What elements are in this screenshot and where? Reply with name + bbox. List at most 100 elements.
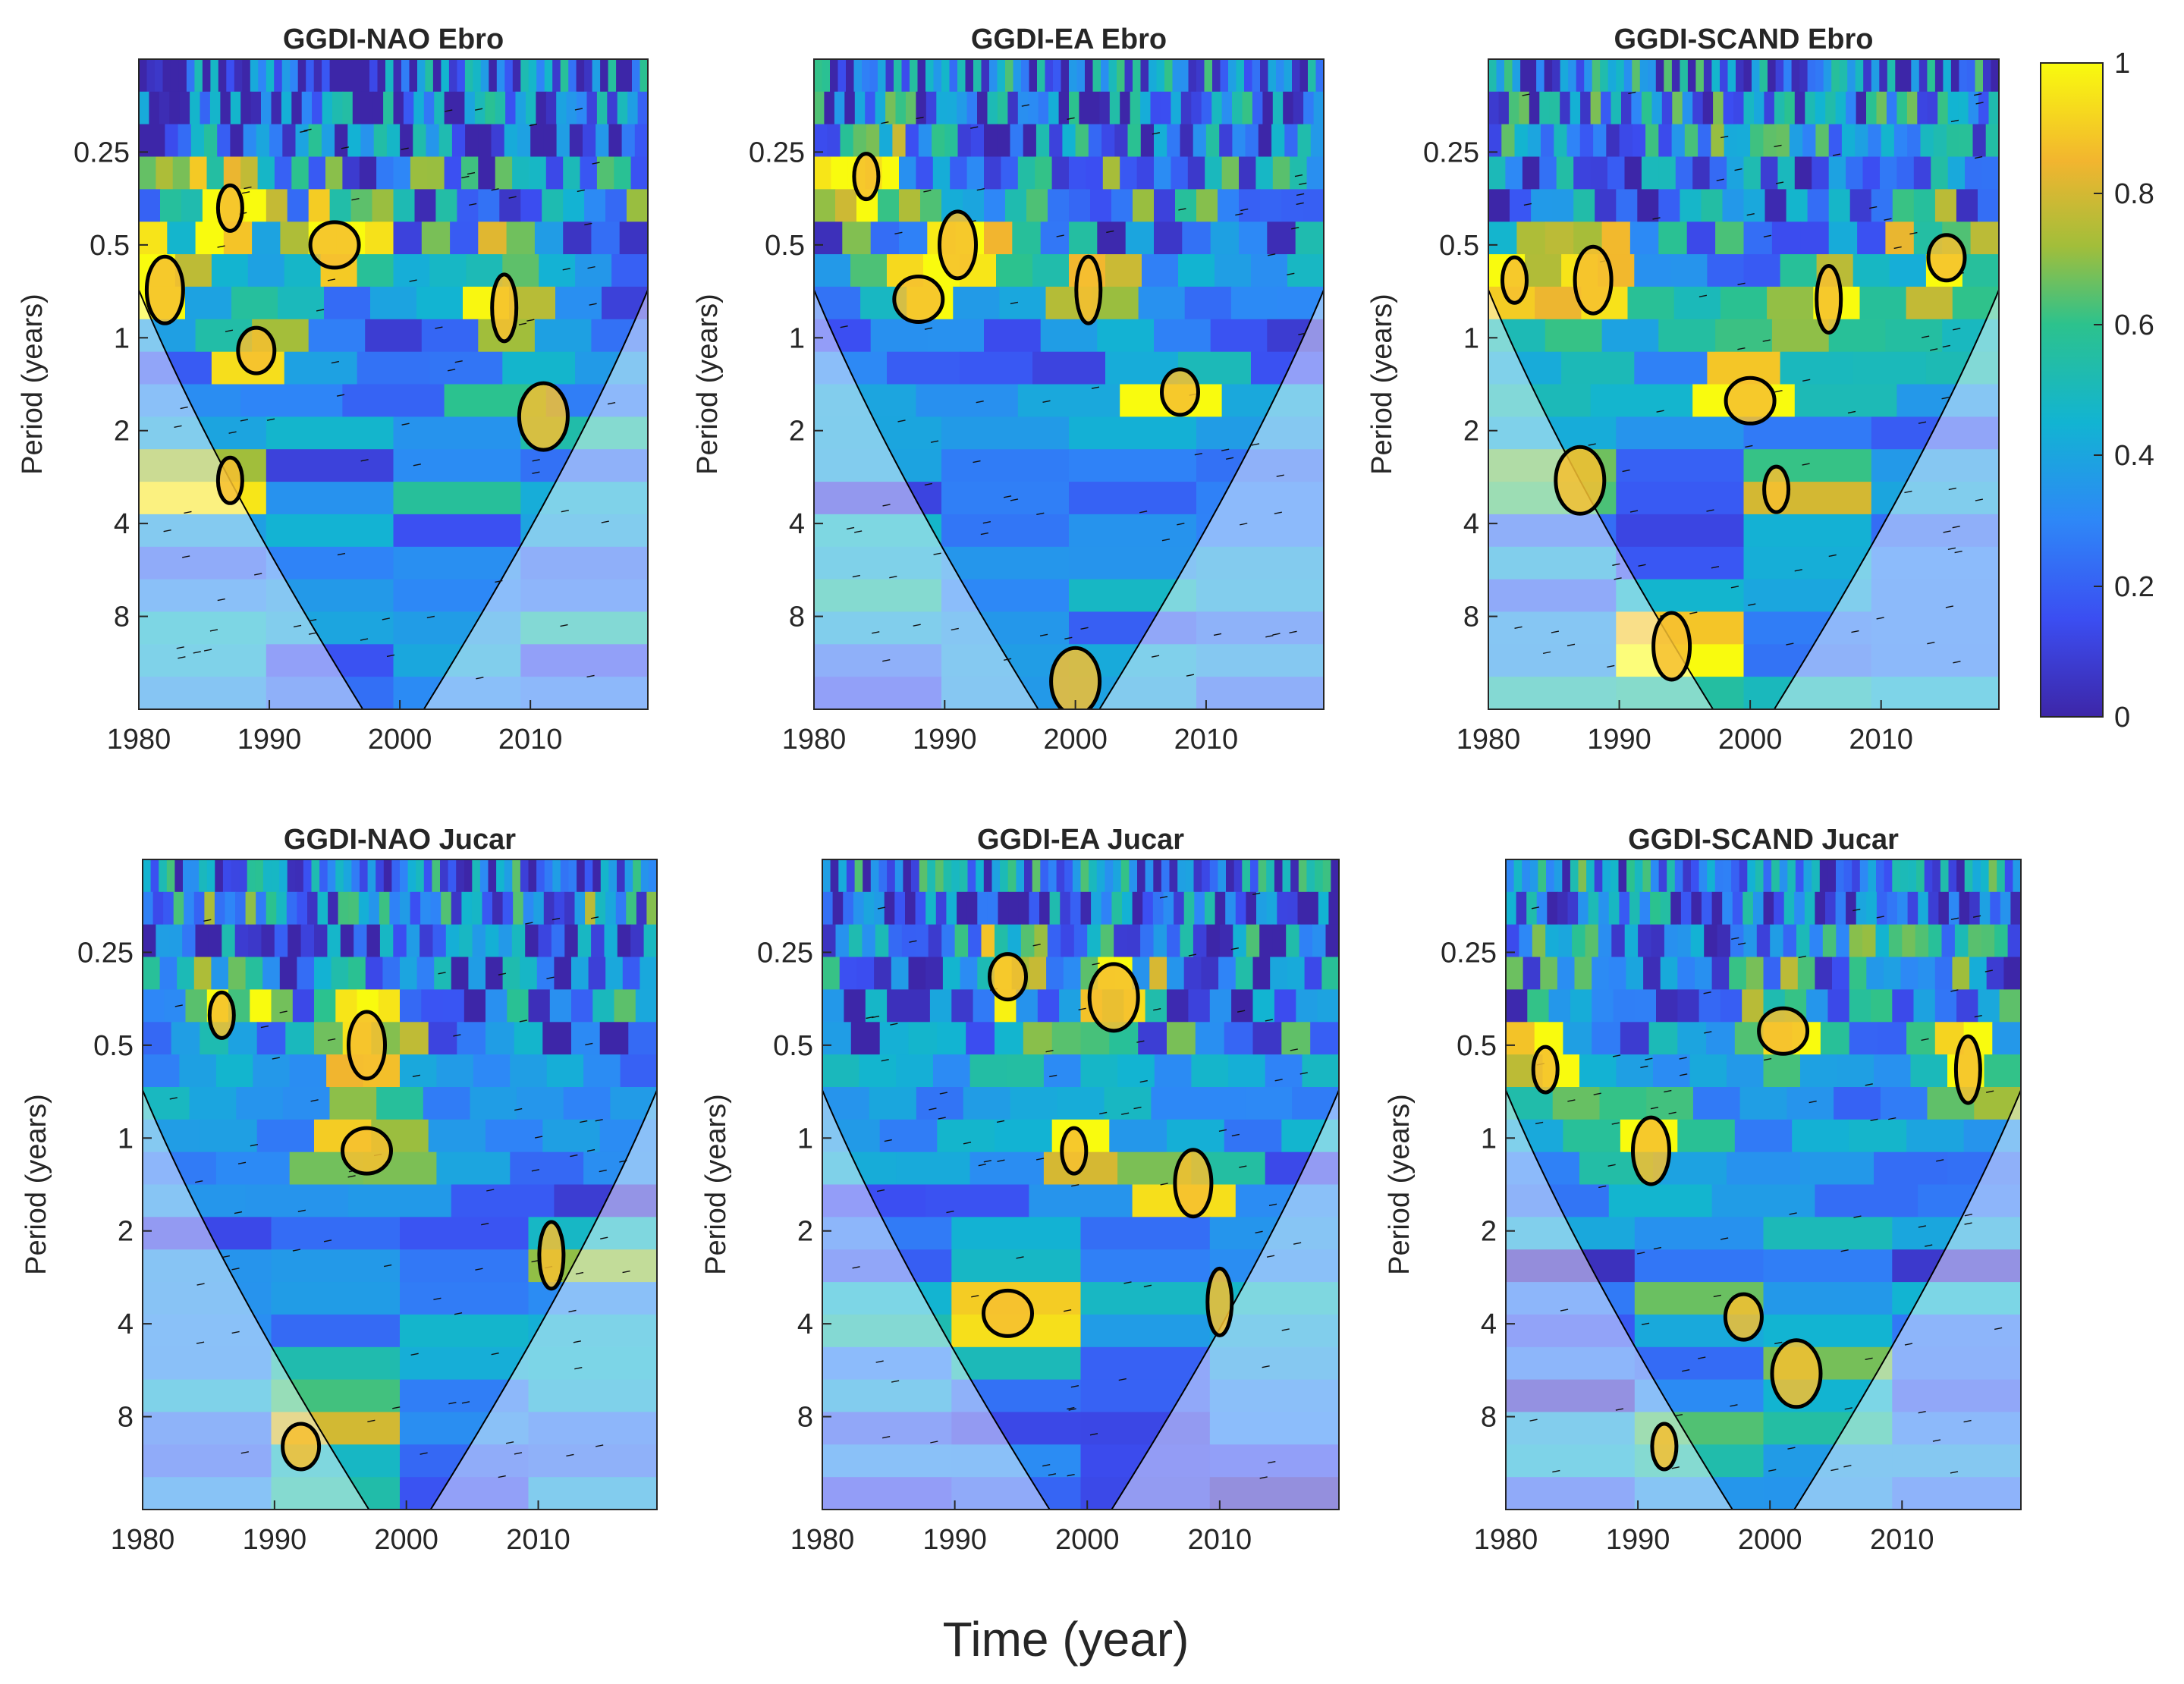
- phase-arrow: [203, 649, 212, 652]
- phase-arrow: [973, 460, 981, 463]
- heatmap-cell: [1183, 891, 1196, 925]
- phase-arrow: [1611, 1122, 1620, 1125]
- heatmap-cell: [1711, 957, 1730, 991]
- heatmap-cell: [1037, 989, 1060, 1023]
- heatmap-cell: [1108, 59, 1117, 93]
- heatmap-cell: [1690, 924, 1705, 958]
- heatmap-cell: [869, 59, 878, 93]
- heatmap-cell: [916, 156, 934, 190]
- heatmap-cell: [1593, 124, 1607, 158]
- phase-arrow: [1652, 217, 1661, 220]
- heatmap-cell: [1815, 91, 1826, 125]
- phase-arrow: [1950, 917, 1959, 920]
- heatmap-cell: [420, 891, 432, 925]
- phase-arrow: [595, 1444, 604, 1447]
- heatmap-cell: [512, 156, 530, 190]
- phase-arrow: [1067, 117, 1075, 121]
- heatmap-cell: [1506, 989, 1529, 1023]
- heatmap-cell: [1698, 124, 1712, 158]
- phase-arrow: [178, 656, 186, 659]
- heatmap-cell: [1847, 59, 1856, 93]
- heatmap-cell: [942, 957, 961, 991]
- heatmap-cell: [1149, 957, 1167, 991]
- heatmap-cell: [150, 859, 159, 893]
- heatmap-cell: [1671, 59, 1681, 93]
- heatmap-cell: [445, 924, 460, 958]
- heatmap-cell: [1152, 891, 1164, 925]
- heatmap-cell: [1154, 221, 1183, 255]
- heatmap-cell: [425, 59, 434, 93]
- heatmap-cell: [1871, 482, 1999, 515]
- heatmap-cell: [925, 59, 935, 93]
- heatmap-cell: [2007, 924, 2021, 958]
- heatmap-cell: [954, 924, 969, 958]
- heatmap-cell: [1720, 286, 1768, 320]
- phase-arrow: [570, 1154, 578, 1158]
- significance-contour: [1953, 1034, 1982, 1105]
- heatmap-cell: [491, 124, 505, 158]
- heatmap-cell: [1120, 91, 1131, 125]
- x-tick-label: 1990: [922, 1524, 987, 1556]
- phase-arrow: [1888, 1117, 1896, 1120]
- heatmap-cell: [181, 189, 203, 222]
- heatmap-cell: [1683, 859, 1692, 893]
- heatmap-cell: [220, 91, 231, 125]
- phase-arrow: [1042, 1464, 1051, 1467]
- heatmap-cell: [1255, 156, 1274, 190]
- phase-arrow: [1136, 1040, 1145, 1043]
- heatmap-cell: [1061, 59, 1070, 93]
- phase-arrow: [222, 1255, 230, 1258]
- phase-arrow: [196, 1283, 205, 1286]
- heatmap-cell: [822, 59, 831, 93]
- heatmap-cell: [1496, 59, 1505, 93]
- heatmap-cell: [1692, 91, 1704, 125]
- phase-arrow: [474, 108, 483, 111]
- heatmap-cell: [317, 891, 328, 925]
- heatmap-cell: [814, 644, 942, 677]
- heatmap-cell: [1021, 59, 1030, 93]
- heatmap-cell: [186, 59, 196, 93]
- phase-arrow: [309, 618, 317, 622]
- heatmap-cell: [1722, 891, 1733, 925]
- heatmap-cell: [966, 1022, 995, 1055]
- heatmap-cell: [1563, 1119, 1621, 1153]
- heatmap-cell: [457, 59, 466, 93]
- heatmap-cell: [1239, 156, 1257, 190]
- heatmap-cell: [358, 891, 370, 925]
- heatmap-cell: [378, 989, 401, 1023]
- heatmap-cell: [280, 221, 310, 255]
- heatmap-cell: [393, 924, 407, 958]
- heatmap-cell: [614, 156, 632, 190]
- heatmap-cell: [1539, 156, 1557, 190]
- heatmap-cell: [1154, 189, 1176, 222]
- heatmap-cell: [1007, 1054, 1045, 1088]
- phase-arrow: [595, 1119, 603, 1122]
- y-axis-label: Period (years): [17, 294, 49, 475]
- phase-arrow: [447, 369, 456, 372]
- heatmap-cell: [1265, 1151, 1339, 1186]
- significance-contour: [1501, 255, 1529, 305]
- heatmap-cell: [413, 124, 427, 158]
- heatmap-cell: [451, 957, 470, 991]
- heatmap-cell: [256, 1119, 315, 1153]
- heatmap-cell: [400, 891, 411, 925]
- phase-arrow: [1036, 512, 1045, 516]
- phase-arrow: [1830, 1468, 1839, 1472]
- heatmap-cell: [295, 859, 304, 893]
- heatmap-cell: [1664, 59, 1673, 93]
- phase-arrow: [1296, 193, 1305, 196]
- heatmap-cell: [1691, 891, 1702, 925]
- phase-arrow: [209, 629, 218, 632]
- heatmap-cell: [1080, 1412, 1211, 1445]
- heatmap-cell: [1506, 1314, 1636, 1348]
- heatmap-cell: [1787, 859, 1796, 893]
- panel-title: GGDI-NAO Jucar: [284, 824, 516, 856]
- heatmap-cell: [1780, 957, 1799, 991]
- heatmap-cell: [1815, 1184, 1918, 1218]
- heatmap-cell: [354, 924, 368, 958]
- heatmap-cell: [1536, 59, 1545, 93]
- heatmap-cell: [1136, 156, 1155, 190]
- heatmap-cell: [1218, 189, 1240, 222]
- heatmap-cell: [1506, 859, 1515, 893]
- phase-arrow: [938, 1117, 946, 1120]
